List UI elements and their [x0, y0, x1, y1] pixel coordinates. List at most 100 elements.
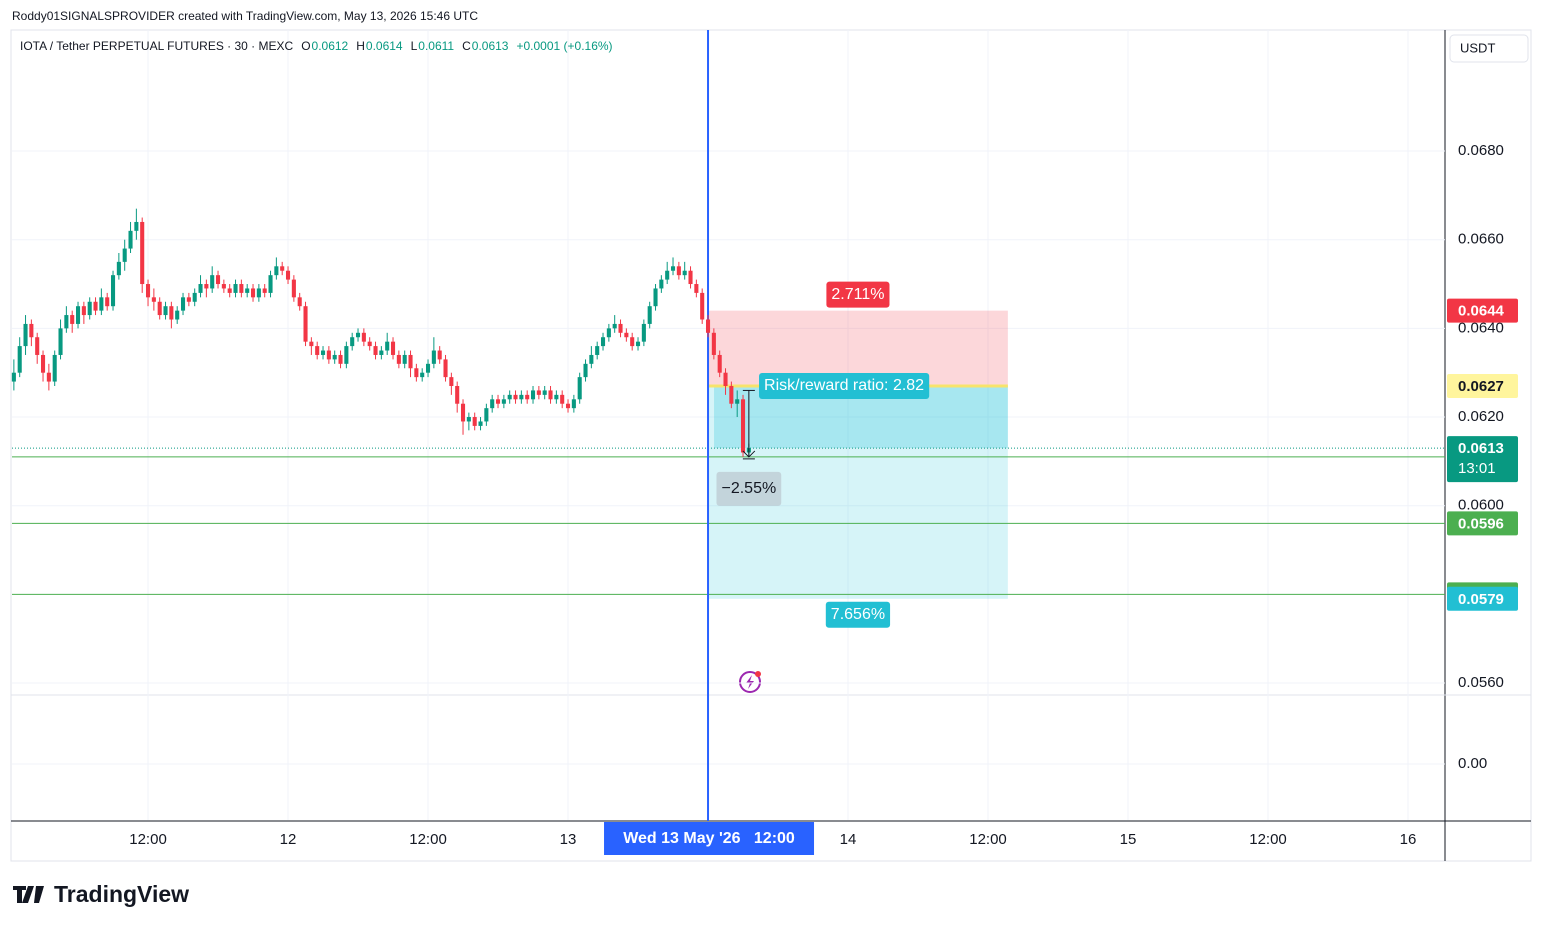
- candle-body: [670, 266, 676, 271]
- candle-body: [58, 328, 63, 355]
- risk-reward: Risk/reward ratio: 2.82: [759, 372, 930, 399]
- candle-body: [285, 270, 291, 280]
- candle-body: [385, 341, 390, 351]
- candle-body: [735, 399, 740, 404]
- y-tick-label: 0.0620: [1458, 408, 1504, 425]
- legend-text: H: [356, 39, 365, 53]
- x-tick-label: 16: [1400, 831, 1417, 848]
- candle-body: [227, 288, 232, 293]
- stop-badge: [1447, 298, 1518, 323]
- candle-body: [647, 306, 652, 324]
- candle-body: [379, 350, 384, 355]
- logo: [13, 886, 44, 903]
- candle-body: [256, 288, 261, 298]
- candle-body: [659, 279, 664, 289]
- candle-body: [525, 394, 530, 400]
- candle-body: [245, 288, 250, 293]
- candle-body: [105, 297, 110, 307]
- candle-body: [449, 377, 454, 386]
- legend-text: 0.0611: [418, 39, 454, 53]
- currency: USDT: [1460, 40, 1495, 55]
- candle-body: [688, 270, 693, 285]
- legend-text: 0.0612: [312, 39, 349, 53]
- candle-body: [367, 341, 372, 347]
- candle-body: [641, 323, 646, 342]
- countdown: 13:01: [1458, 460, 1496, 477]
- candle-body: [204, 284, 209, 289]
- target-badge: [1447, 586, 1518, 611]
- y-tick-label: 0.00: [1458, 755, 1487, 772]
- x-tick-label: 12:00: [1249, 831, 1287, 848]
- legend-text: O: [301, 39, 310, 53]
- x-tick-label: 12: [280, 831, 297, 848]
- candle-body: [29, 323, 34, 338]
- candle-body: [630, 337, 635, 347]
- candle-body: [530, 390, 536, 400]
- candle-body: [396, 354, 401, 364]
- x-tick-label: 15: [1120, 831, 1137, 848]
- measure-head: [742, 450, 756, 460]
- stop-badge-text: 0.0644: [1458, 303, 1505, 320]
- candle-body: [40, 354, 46, 373]
- drawings: [12, 30, 1445, 821]
- candle-body: [624, 332, 629, 338]
- candle-body: [250, 288, 256, 298]
- candle-body: [723, 372, 728, 386]
- candle-body: [740, 399, 746, 453]
- candle-body: [11, 372, 16, 382]
- entry-badge-text: 0.0627: [1458, 378, 1504, 395]
- candle-body: [320, 350, 326, 355]
- target-percent: 7.656%: [825, 601, 891, 628]
- legend-text: IOTA / Tether PERPETUAL FUTURES · 30 · M…: [20, 39, 294, 53]
- candle-body: [192, 292, 197, 302]
- candle-body: [542, 390, 547, 395]
- candle-body: [443, 359, 448, 378]
- candle-body: [262, 288, 267, 293]
- alert-icon: [739, 671, 761, 693]
- candle-body: [338, 354, 343, 364]
- candle-body: [122, 248, 127, 262]
- candle-body: [414, 368, 419, 378]
- candle-body: [297, 297, 302, 307]
- legend-text: +0.0001 (+0.16%): [516, 39, 612, 53]
- candle-body: [151, 297, 156, 302]
- y-tick-label: 0.0680: [1458, 142, 1504, 159]
- candle-body: [157, 301, 162, 316]
- candle-body: [163, 306, 168, 316]
- candle-body: [425, 363, 431, 373]
- y-tick-label: 0.0600: [1458, 497, 1504, 514]
- candle-body: [361, 332, 366, 342]
- candle-body: [595, 346, 600, 355]
- candle-body: [350, 337, 355, 347]
- risk-reward-box: [759, 372, 930, 399]
- grid: 12:001212:001312:001412:001512:00160.068…: [12, 30, 1504, 848]
- candle-body: [431, 350, 436, 364]
- frame: [10, 29, 1532, 862]
- candle-body: [180, 297, 186, 311]
- candle-body: [355, 332, 361, 338]
- candle-body: [87, 301, 92, 316]
- crosshair-label: Wed 13 May '26 12:00: [604, 822, 815, 855]
- measure-label-box: [716, 471, 782, 506]
- candle-body: [729, 385, 734, 404]
- candle-body: [75, 306, 81, 324]
- candle-body: [612, 323, 617, 329]
- measure-label-text: −2.55%: [721, 480, 776, 497]
- candle-body: [198, 284, 203, 293]
- legend-text: C: [462, 39, 471, 53]
- y-tick-label: 0.0560: [1458, 674, 1504, 691]
- candle-body: [420, 372, 425, 378]
- candle-body: [653, 288, 658, 307]
- candle-body: [303, 306, 308, 342]
- candle-body: [717, 354, 722, 373]
- legend-text: 0.0614: [366, 39, 403, 53]
- candle-body: [484, 408, 489, 422]
- candle-body: [309, 341, 314, 347]
- target-badge-text: 0.0579: [1458, 591, 1504, 608]
- x-tick-label: 13: [560, 831, 577, 848]
- candle-body: [52, 354, 57, 382]
- candle-body: [519, 394, 524, 400]
- candle-body: [495, 399, 501, 404]
- x-tick-label: 14: [840, 831, 857, 848]
- target-percent-box: [825, 601, 891, 628]
